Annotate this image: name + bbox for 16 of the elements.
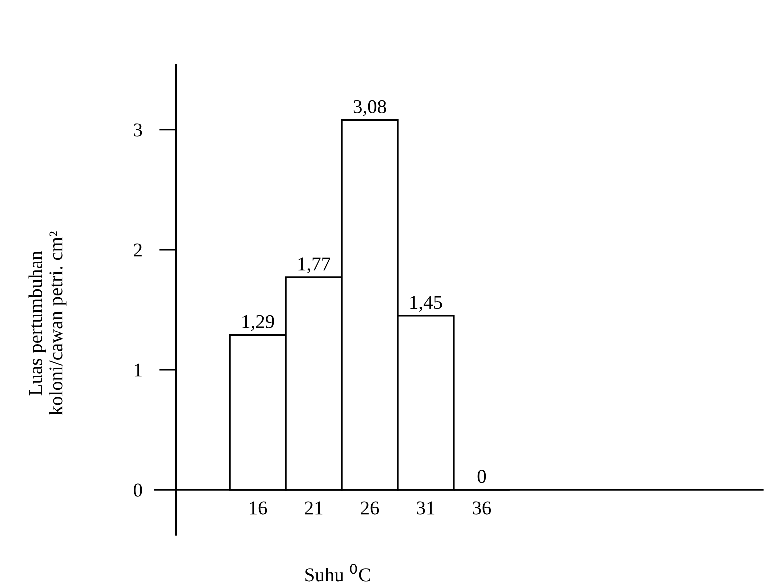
x-tick-label: 31 [417,502,435,515]
y-tick-label: 0 [134,484,142,497]
x-axis-title: Suhu $^{0}$C [306,564,370,582]
y-axis-title: Luas pertumbuhan koloni/cawan petri. cm² [28,232,67,416]
y-tick-label: 2 [134,244,142,257]
data-label: 3,08 [354,100,386,116]
x-tick-label: 36 [473,502,492,515]
data-label: 0 [478,470,486,484]
x-tick-label: 16 [250,502,268,515]
x-tick-label: 26 [361,502,380,515]
y-tick-label: 1 [134,364,142,377]
x-tick-label: 21 [305,502,323,515]
data-label: 1,77 [298,258,330,274]
data-label: 1,29 [242,315,274,332]
y-tick-label: 3 [134,124,142,137]
data-label: 1,45 [410,296,442,312]
